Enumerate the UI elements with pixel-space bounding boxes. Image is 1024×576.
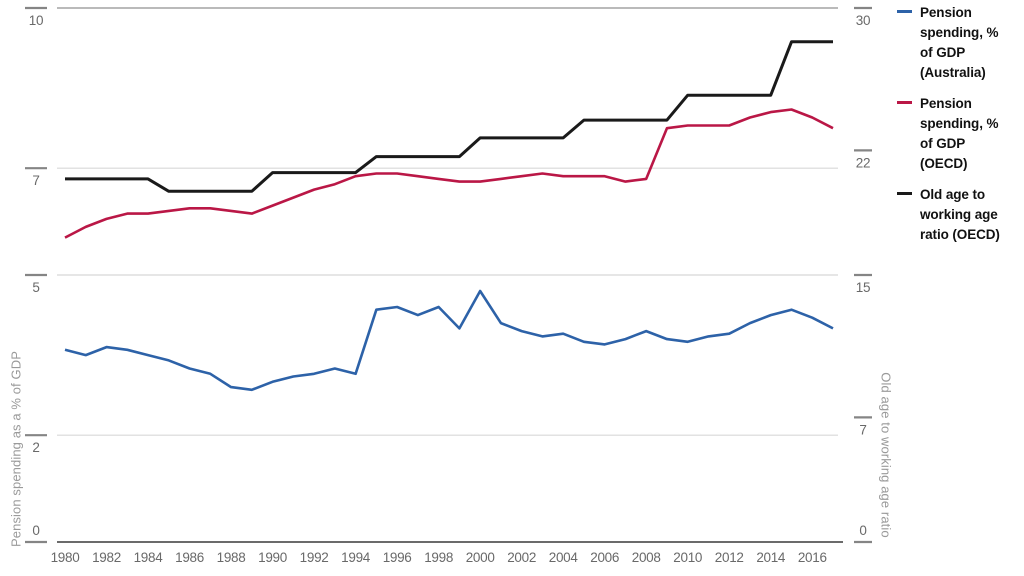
x-tick-label: 1988 bbox=[217, 550, 246, 565]
x-tick-label: 2016 bbox=[798, 550, 827, 565]
x-tick-label: 1998 bbox=[424, 550, 453, 565]
right-tick-label: 22 bbox=[856, 155, 871, 170]
legend: Pension spending, % of GDP (Australia) P… bbox=[897, 3, 1021, 256]
x-tick-label: 1986 bbox=[175, 550, 204, 565]
x-tick-label: 2012 bbox=[715, 550, 744, 565]
left-tick-label: 0 bbox=[32, 523, 39, 538]
left-tick-label: 2 bbox=[32, 440, 39, 455]
x-tick-label: 1992 bbox=[300, 550, 329, 565]
legend-item-oecd: Pension spending, % of GDP (OECD) bbox=[897, 94, 1021, 174]
series-line-oecd bbox=[64, 108, 834, 239]
x-tick-label: 2004 bbox=[549, 550, 579, 565]
x-tick-label: 2010 bbox=[673, 550, 702, 565]
right-tick-label: 30 bbox=[856, 13, 871, 28]
left-tick-label: 7 bbox=[32, 173, 39, 188]
legend-dash-australia-icon bbox=[897, 10, 912, 13]
x-tick-label: 1994 bbox=[341, 550, 371, 565]
x-tick-label: 2014 bbox=[756, 550, 786, 565]
left-tick-label: 5 bbox=[32, 280, 39, 295]
legend-dash-ratio-icon bbox=[897, 192, 912, 195]
legend-dash-oecd-icon bbox=[897, 101, 912, 104]
x-tick-label: 1996 bbox=[383, 550, 412, 565]
left-axis-ticks: 0 2 5 7 10 bbox=[25, 6, 47, 544]
legend-label-oecd: Pension spending, % of GDP (OECD) bbox=[920, 96, 999, 171]
x-tick-label: 1980 bbox=[51, 550, 80, 565]
series-line-ratio-oecd bbox=[65, 40, 834, 193]
legend-item-ratio: Old age to working age ratio (OECD) bbox=[897, 185, 1021, 245]
x-tick-label: 2000 bbox=[466, 550, 495, 565]
right-tick-label: 0 bbox=[859, 523, 866, 538]
right-tick-label: 7 bbox=[859, 422, 866, 437]
x-tick-label: 1984 bbox=[134, 550, 164, 565]
x-tick-label: 2008 bbox=[632, 550, 661, 565]
legend-label-ratio: Old age to working age ratio (OECD) bbox=[920, 187, 1000, 242]
legend-label-australia: Pension spending, % of GDP (Australia) bbox=[920, 5, 999, 80]
x-tick-label: 1990 bbox=[258, 550, 287, 565]
x-tick-label: 2002 bbox=[507, 550, 536, 565]
right-axis-title: Old age to working age ratio bbox=[878, 372, 893, 537]
left-tick-label: 10 bbox=[29, 13, 44, 28]
left-axis-title: Pension spending as a % of GDP bbox=[9, 351, 24, 547]
legend-item-australia: Pension spending, % of GDP (Australia) bbox=[897, 3, 1021, 83]
right-axis-ticks: 0 7 15 22 30 bbox=[854, 6, 872, 544]
x-tick-label: 2006 bbox=[590, 550, 619, 565]
gridlines bbox=[57, 7, 838, 436]
x-tick-label: 1982 bbox=[92, 550, 121, 565]
series-line-australia bbox=[64, 289, 834, 392]
x-axis-labels: 1980 1982 1984 1986 1988 1990 1992 1994 1996 1998… bbox=[51, 550, 827, 565]
right-tick-label: 15 bbox=[856, 280, 871, 295]
series-lines bbox=[64, 40, 834, 392]
